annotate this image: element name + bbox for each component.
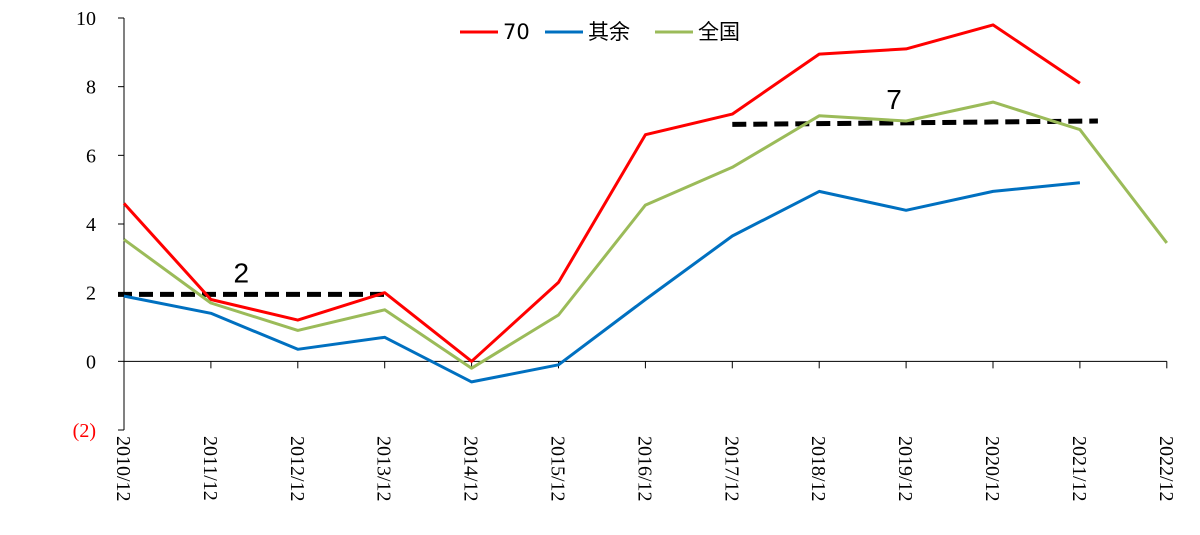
x-tick-label: 2015/12 [547,436,569,502]
legend-label: 70 [503,20,530,44]
legend-label: 其余 [588,20,630,44]
series-line-全国 [123,100,1168,370]
y-tick-label: 10 [76,8,96,30]
x-tick-label: 2020/12 [981,436,1003,502]
x-tick-label: 2014/12 [460,436,482,502]
x-tick-label: 2018/12 [807,436,829,502]
x-tick-label: 2021/12 [1068,436,1090,502]
x-tick-label: 2019/12 [894,436,916,502]
y-tick-label: 0 [86,351,96,373]
x-tick-label: 2013/12 [373,436,395,502]
x-tick-label: 2011/12 [199,436,221,501]
y-tick-label: 4 [86,214,96,236]
series-line-70 [122,23,1081,363]
reference-line-label: 2 [234,257,250,288]
x-tick-label: 2010/12 [112,436,134,502]
x-tick-label: 2017/12 [720,436,742,502]
reference-line [732,118,1098,127]
y-tick-label: 8 [86,77,96,99]
y-tick-label: (2) [73,420,96,442]
y-tick-label: 2 [86,283,96,305]
legend: 70 其余 全国 [460,20,740,44]
reference-line-label: 7 [886,84,902,115]
axes: (2) 0 2 4 6 8 10 2010/12 2011/12 2012/12 2013/12 20… [73,8,1177,502]
series-line-其余 [123,181,1081,384]
x-tick-label: 2016/12 [633,436,655,502]
legend-label: 全国 [698,20,740,44]
y-tick-label: 6 [86,145,96,167]
reference-lines: 27 [118,84,1098,297]
x-tick-label: 2022/12 [1155,436,1177,502]
series-lines [122,23,1168,384]
x-tick-label: 2012/12 [286,436,308,502]
